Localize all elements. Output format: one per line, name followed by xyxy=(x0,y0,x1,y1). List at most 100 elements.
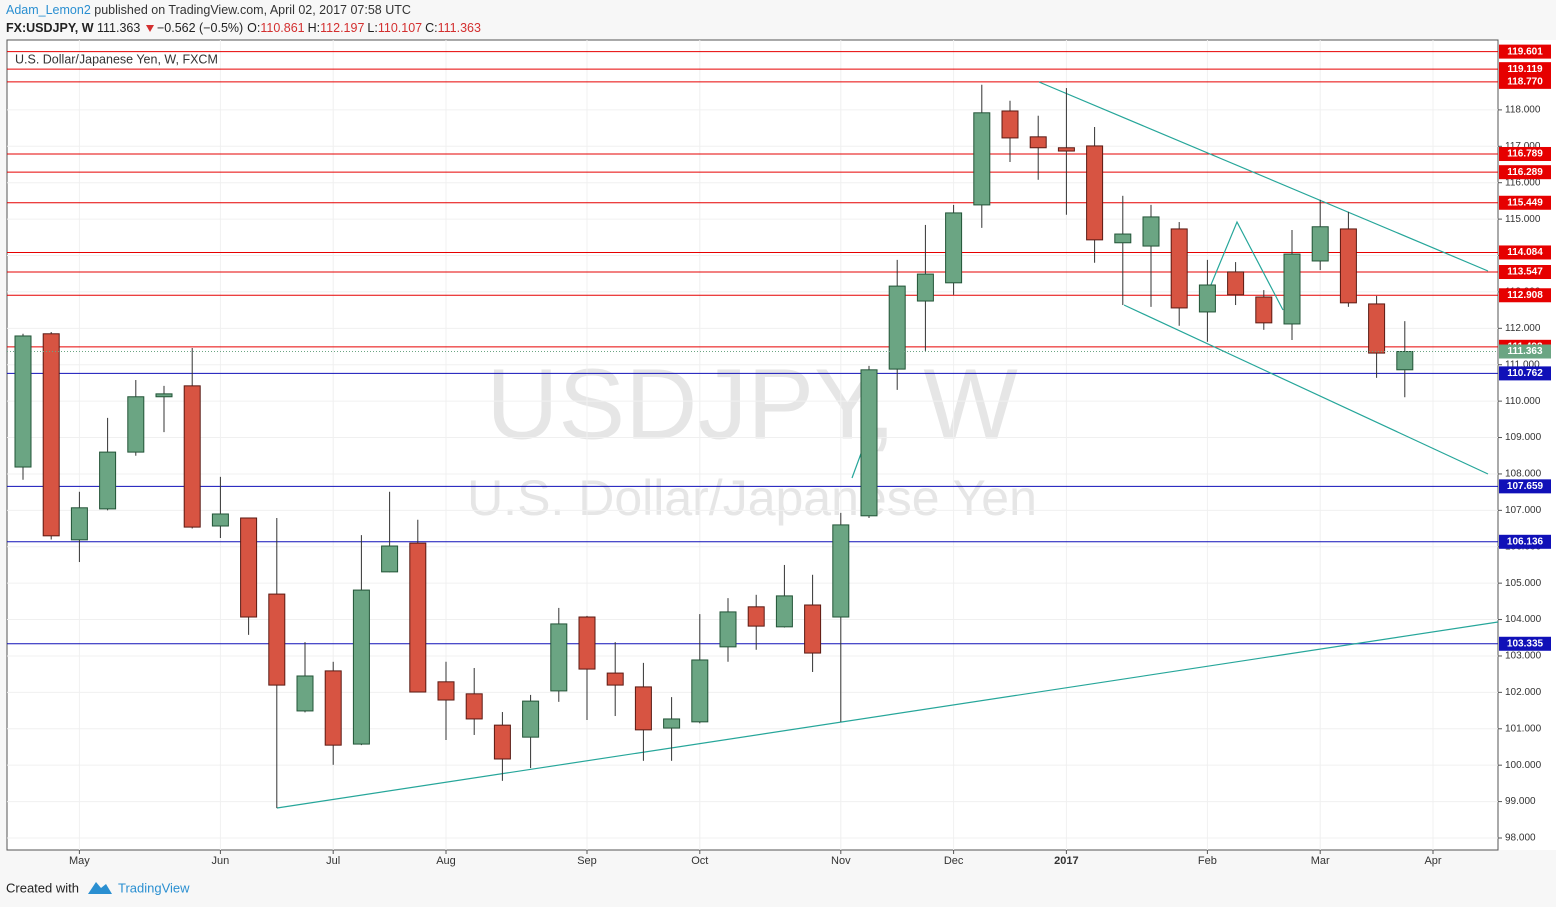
candle-body xyxy=(409,542,427,693)
y-tick-label: 118.000 xyxy=(1505,105,1541,116)
candle-body xyxy=(437,681,455,701)
level-label: 116.789 xyxy=(1507,149,1543,160)
candle-body xyxy=(211,513,229,527)
x-tick-label: Jul xyxy=(326,855,340,867)
candle-body xyxy=(42,333,60,537)
candle-body xyxy=(1339,228,1357,304)
level-label: 119.119 xyxy=(1507,64,1542,75)
x-tick-label: Apr xyxy=(1424,855,1441,867)
candle-body xyxy=(691,659,709,723)
level-label: 115.449 xyxy=(1507,197,1543,208)
x-tick-label: Aug xyxy=(436,855,456,867)
header-line: Adam_Lemon2 published on TradingView.com… xyxy=(6,3,411,17)
candle-body xyxy=(663,718,681,729)
level-label: 107.659 xyxy=(1507,481,1544,492)
level-label: 103.335 xyxy=(1507,638,1544,649)
logo[interactable] xyxy=(88,882,112,894)
last-price-label: 111.363 xyxy=(1507,346,1542,357)
watermark-name: U.S. Dollar/Japanese Yen xyxy=(467,470,1037,526)
x-tick-label: 2017 xyxy=(1054,855,1078,867)
trendline xyxy=(276,621,1499,809)
level-label-box xyxy=(1499,195,1551,210)
brand[interactable]: TradingView xyxy=(118,880,190,895)
y-tick-label: 112.000 xyxy=(1505,323,1541,334)
candle-body xyxy=(1001,110,1019,139)
candle-body xyxy=(324,670,342,746)
candle-body xyxy=(916,273,934,302)
y-tick-label: 104.000 xyxy=(1505,614,1542,625)
created-with: Created with xyxy=(6,880,79,895)
level-label-box xyxy=(1499,479,1551,494)
candle-body xyxy=(747,606,765,627)
candles xyxy=(7,84,1498,809)
candle-body xyxy=(183,385,201,528)
candle-body xyxy=(578,616,596,670)
candle-body xyxy=(240,517,258,618)
candle-body xyxy=(381,545,399,573)
x-tick-label: May xyxy=(69,855,90,867)
symbol-line: FX:USDJPY, W 111.363 xyxy=(6,21,140,35)
level-label-box xyxy=(1499,265,1551,280)
ohlc-label: L: xyxy=(367,21,377,35)
level-label-box xyxy=(1499,366,1551,381)
level-label: 106.136 xyxy=(1507,536,1544,547)
ohlc-label: C: xyxy=(425,21,438,35)
author[interactable]: Adam_Lemon2 xyxy=(6,3,91,17)
candle-body xyxy=(945,212,963,284)
change: −0.562 (−0.5%) xyxy=(157,21,243,35)
candle-body xyxy=(775,595,793,628)
x-tick-label: Mar xyxy=(1311,855,1330,867)
x-tick-label: Jun xyxy=(212,855,230,867)
y-tick-label: 115.000 xyxy=(1505,214,1541,225)
candle-body xyxy=(973,112,991,206)
candle-body xyxy=(550,623,568,692)
level-label: 112.908 xyxy=(1507,290,1543,301)
candle-body xyxy=(1198,284,1216,313)
candle-body xyxy=(465,693,483,720)
y-tick-label: 117.000 xyxy=(1505,141,1541,152)
symbol: FX:USDJPY, W xyxy=(6,21,94,35)
y-tick-label: 107.000 xyxy=(1505,505,1542,516)
candle-body xyxy=(268,593,286,686)
candle-body xyxy=(1086,145,1104,241)
axis-labels: 98.000 99.000 100.000 101.000 102.000 103.000… xyxy=(69,44,1551,867)
y-tick-label: 110.000 xyxy=(1505,396,1541,407)
trendline xyxy=(1207,220,1284,311)
level-label: 110.762 xyxy=(1507,368,1543,379)
candle-body xyxy=(1170,228,1188,309)
last-price-box xyxy=(1499,344,1551,359)
candle-body xyxy=(127,396,145,453)
plot-area xyxy=(6,39,1499,851)
candle-body xyxy=(155,393,173,398)
level-label-box xyxy=(1499,245,1551,260)
level-label-box xyxy=(1499,44,1551,59)
x-tick-label: Dec xyxy=(944,855,964,867)
candle-body xyxy=(888,285,906,370)
y-tick-label: 108.000 xyxy=(1505,469,1542,480)
watermark-symbol: USDJPY, W xyxy=(486,348,1018,460)
level-label-box xyxy=(1499,636,1551,651)
y-tick-label: 111.000 xyxy=(1505,359,1540,370)
candle-body xyxy=(1114,233,1132,244)
candle-body xyxy=(804,604,822,654)
candle-body xyxy=(352,589,370,745)
ohlc-value: 111.363 xyxy=(438,21,481,35)
ohlc-value: 110.861 xyxy=(260,21,304,35)
ohlc-label: H: xyxy=(308,21,321,35)
down-arrow xyxy=(146,25,154,32)
candle-body xyxy=(1311,226,1329,262)
level-label: 114.084 xyxy=(1507,247,1543,258)
x-tick-label: Sep xyxy=(577,855,597,867)
candle-body xyxy=(1255,296,1273,324)
published: published on TradingView.com, April 02, … xyxy=(94,3,411,17)
level-label-box xyxy=(1499,62,1551,77)
candle-body xyxy=(99,451,117,510)
candle-body xyxy=(1283,253,1301,325)
y-tick-label: 109.000 xyxy=(1505,432,1542,443)
candle-body xyxy=(719,611,737,648)
candle-body xyxy=(832,524,850,618)
last: 111.363 xyxy=(97,21,140,35)
candle-body xyxy=(1142,216,1160,247)
candle-body xyxy=(1368,303,1386,354)
